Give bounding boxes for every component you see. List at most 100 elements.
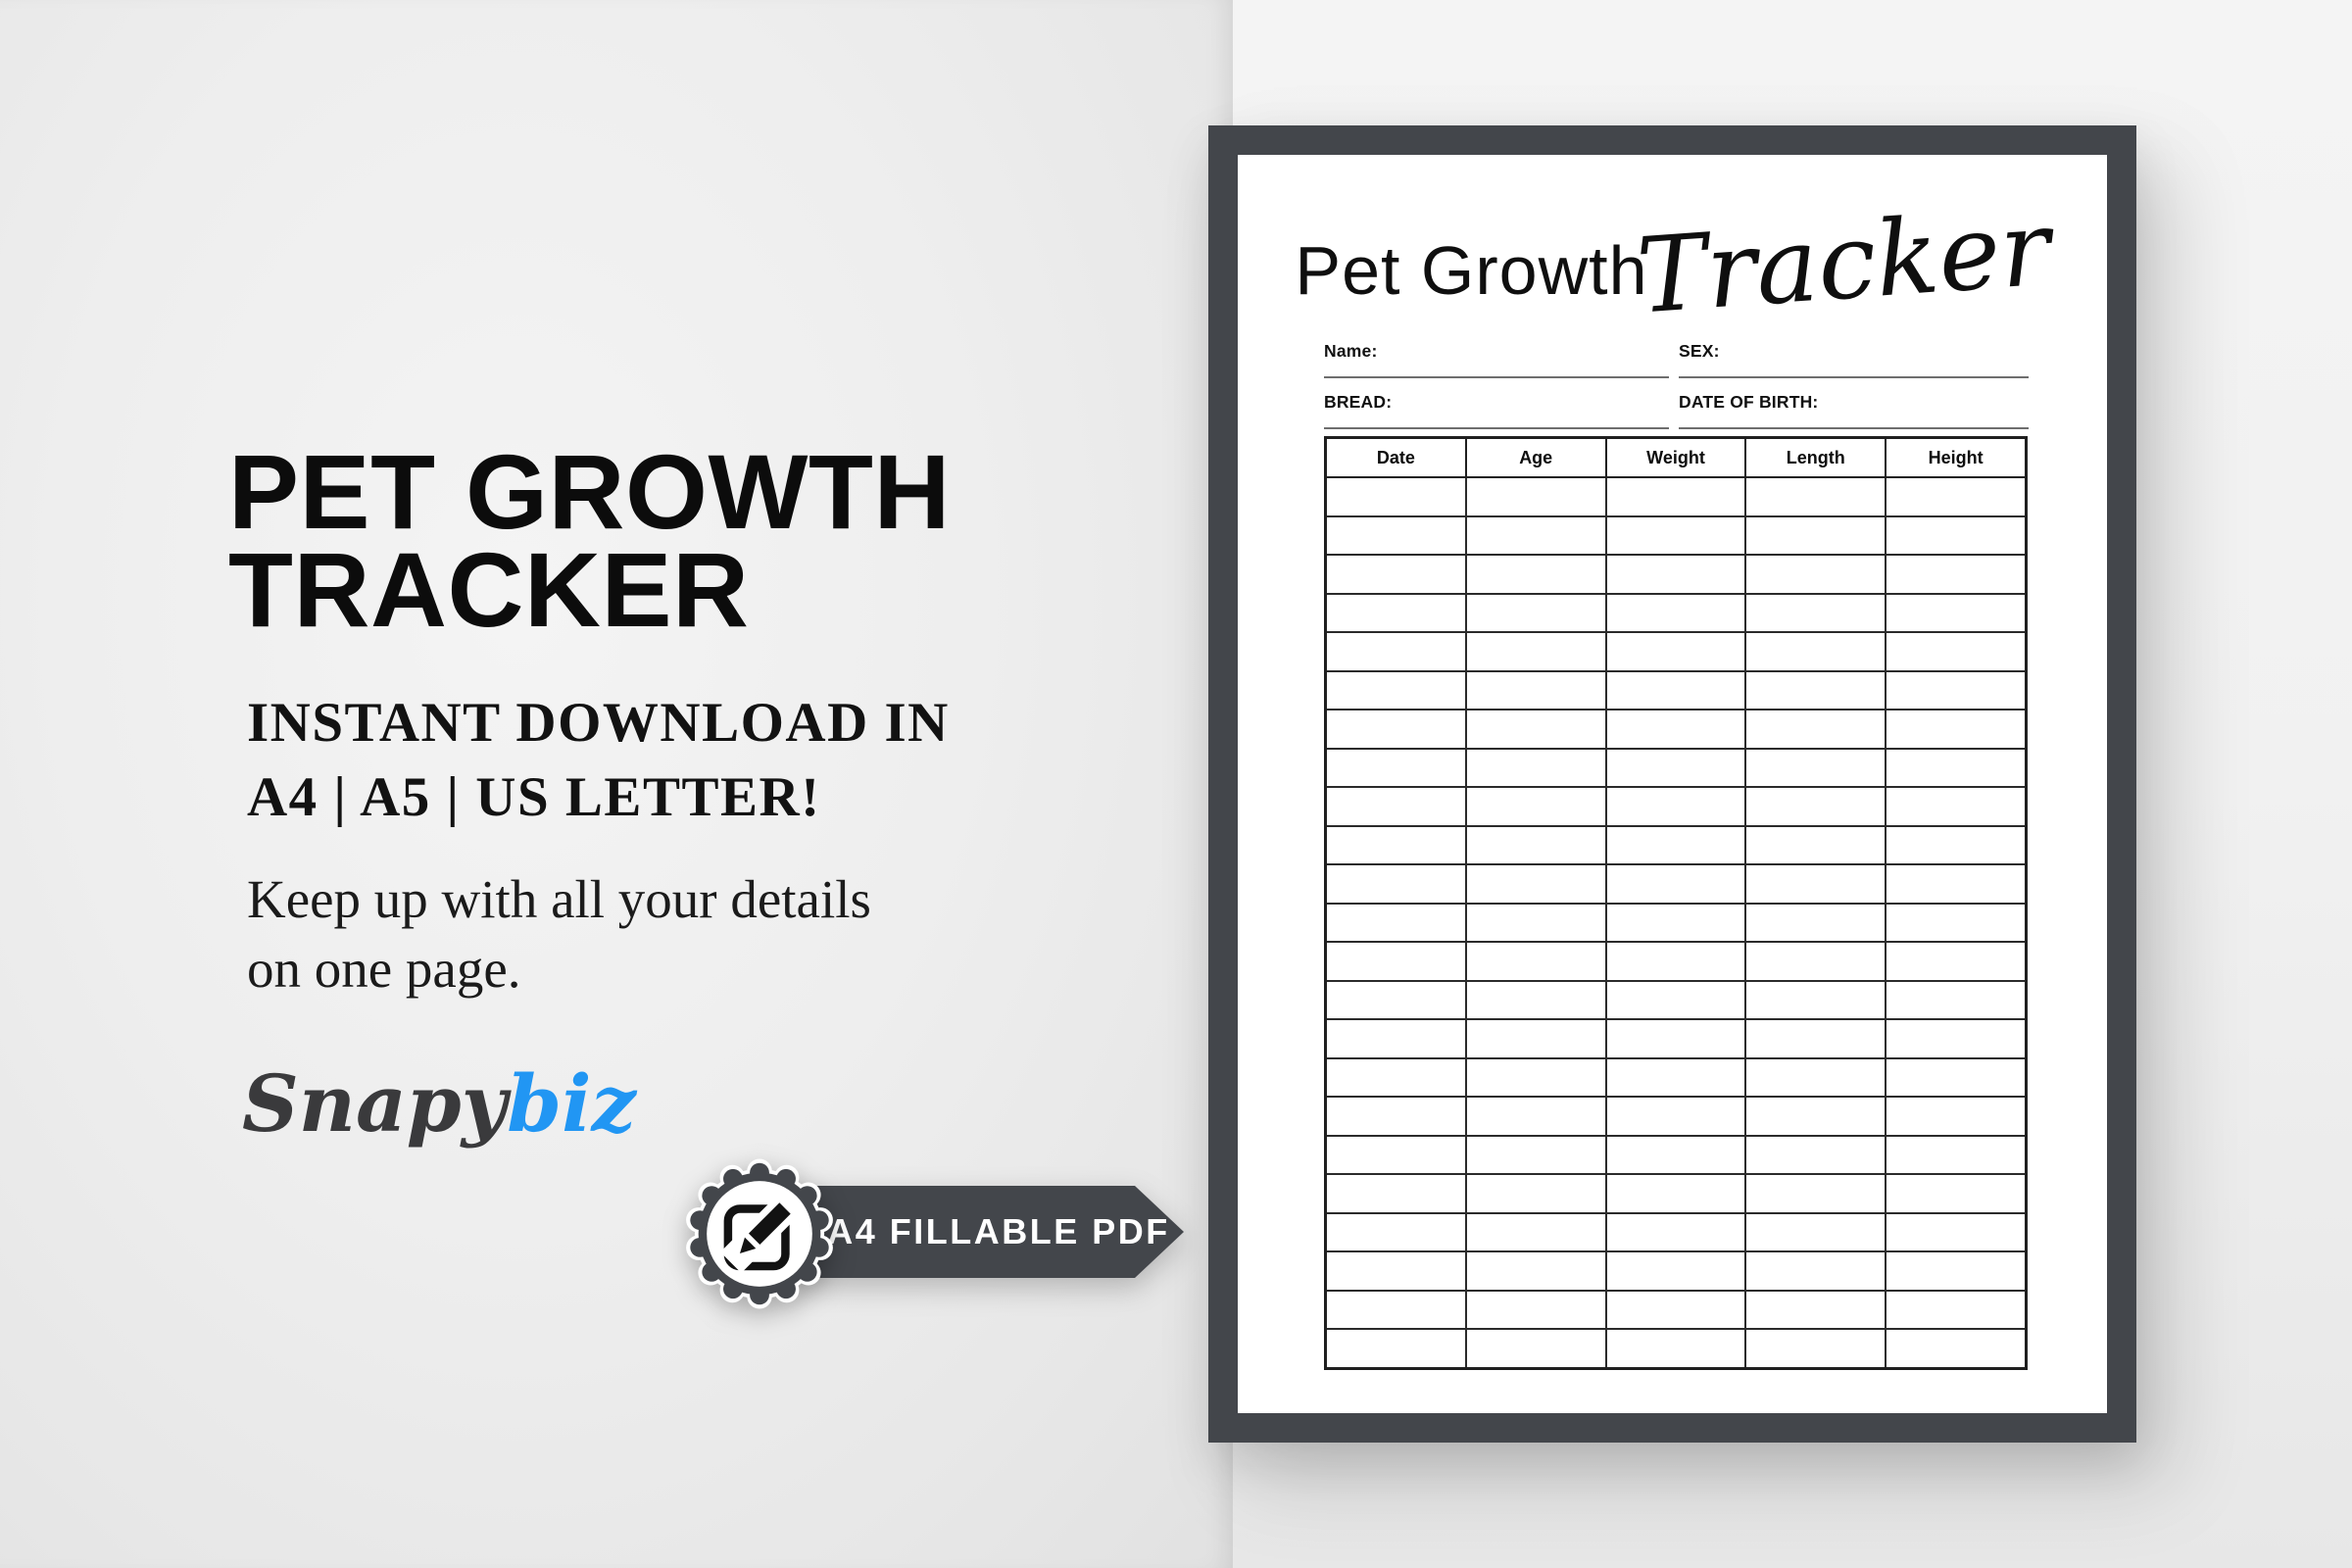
field-breed-label: BREAD: [1324,392,1393,412]
table-cell [1467,1020,1607,1057]
table-cell [1746,1020,1887,1057]
table-row [1327,478,2025,517]
field-name-blank-line [1324,376,1669,378]
table-cell [1746,1252,1887,1290]
table-cell [1327,1098,1467,1135]
badge-seal [686,1158,833,1309]
table-row [1327,749,2025,788]
table-cell [1607,671,1747,709]
table-cell [1327,1020,1467,1057]
table-row [1327,1020,2025,1059]
table-cell [1607,865,1747,903]
page-title-line1: PET GROWTH [228,432,951,551]
table-cell [1467,749,1607,786]
table-cell [1467,1175,1607,1212]
table-cell [1746,904,1887,941]
table-cell [1327,1330,1467,1367]
subheading: INSTANT DOWNLOAD IN A4 | A5 | US LETTER! [247,686,950,835]
field-breed: BREAD: [1324,392,1669,429]
table-cell [1886,633,2025,670]
table-cell [1746,1291,1887,1328]
field-name-label: Name: [1324,341,1378,361]
table-cell [1607,1330,1747,1367]
table-cell [1607,1213,1747,1250]
table-cell [1467,1136,1607,1173]
table-cell [1746,865,1887,903]
table-cell [1886,905,2025,942]
table-cell [1746,516,1887,554]
poster-page: Pet Growth Tracker Name: SEX: BREAD: DAT… [1238,155,2107,1413]
table-cell [1886,750,2025,787]
ribbon-label: A4 FILLABLE PDF [794,1186,1184,1278]
table-cell [1607,478,1747,515]
table-cell [1327,594,1467,631]
table-cell [1327,478,1467,515]
table-cell [1746,1058,1887,1096]
background-left-panel [0,0,1233,1568]
table-cell [1886,1214,2025,1251]
description-line1: Keep up with all your details [247,869,871,929]
table-cell [1327,981,1467,1018]
table-cell [1467,478,1607,515]
table-cell [1327,1213,1467,1250]
table-cell [1886,1330,2025,1367]
tracker-table: Date Age Weight Length Height [1324,436,2028,1370]
table-cell [1746,981,1887,1018]
table-cell [1327,1291,1467,1328]
table-row [1327,788,2025,827]
table-cell [1607,633,1747,670]
table-cell [1467,981,1607,1018]
ribbon-banner: A4 FILLABLE PDF [794,1186,1184,1278]
table-cell [1886,556,2025,593]
description-line2: on one page. [247,939,521,999]
table-row [1327,826,2025,865]
table-cell [1327,943,1467,980]
table-row [1327,1330,2025,1367]
table-cell [1327,1175,1467,1212]
table-cell [1886,1292,2025,1329]
poster-frame: Pet Growth Tracker Name: SEX: BREAD: DAT… [1208,125,2136,1443]
table-row [1327,1058,2025,1098]
table-cell [1746,478,1887,515]
column-header-date: Date [1327,439,1467,476]
table-cell [1886,865,2025,903]
table-cell [1607,556,1747,593]
table-cell [1327,865,1467,903]
poster-title-script: Tracker [1633,187,2054,337]
table-cell [1607,516,1747,554]
table-cell [1467,671,1607,709]
table-cell [1467,826,1607,863]
table-cell [1327,556,1467,593]
table-cell [1886,595,2025,632]
field-dob: DATE OF BIRTH: [1679,392,2029,429]
table-row [1327,671,2025,710]
table-cell [1467,904,1607,941]
table-row [1327,865,2025,905]
table-cell [1746,671,1887,709]
table-cell [1746,826,1887,863]
table-row [1327,1213,2025,1252]
brand-logo-accent: biz [507,1057,636,1150]
table-cell [1607,749,1747,786]
edit-pencil-square-icon [720,1193,801,1273]
table-cell [1746,1330,1887,1367]
table-row [1327,1175,2025,1214]
poster-fields: Name: SEX: BREAD: DATE OF BIRTH: [1324,341,2029,429]
column-header-height: Height [1928,447,1984,467]
table-row [1327,710,2025,750]
table-cell [1746,788,1887,825]
subheading-line2: A4 | A5 | US LETTER! [247,766,821,828]
table-row [1327,1252,2025,1292]
table-cell [1886,1175,2025,1212]
table-cell [1467,1213,1607,1250]
table-cell [1607,1252,1747,1290]
field-breed-blank-line [1324,427,1669,429]
table-cell [1746,749,1887,786]
table-cell [1607,1058,1747,1096]
table-cell [1886,710,2025,748]
table-cell [1327,904,1467,941]
table-cell [1746,1213,1887,1250]
page-title: PET GROWTH TRACKER [228,432,951,643]
table-cell [1886,943,2025,980]
table-row [1327,1136,2025,1175]
